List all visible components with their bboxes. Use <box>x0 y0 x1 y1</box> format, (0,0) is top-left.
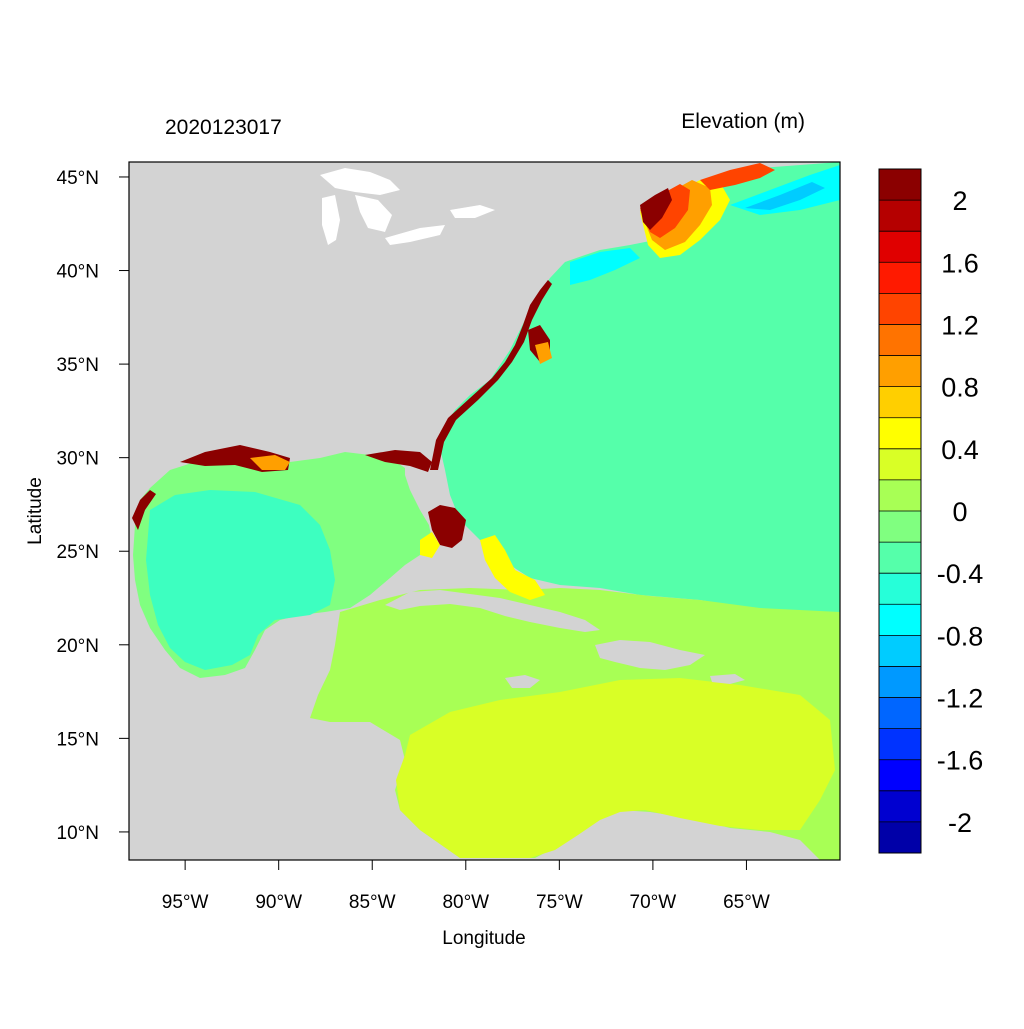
lake-ontario <box>450 205 495 218</box>
panhandle-surge <box>365 450 432 472</box>
texas-surge <box>132 490 156 530</box>
plot-frame <box>128 161 841 861</box>
colorbar-swatch <box>879 200 921 232</box>
colorbar-swatch <box>879 169 921 201</box>
x-tick-label: 95°W <box>162 892 209 913</box>
carolina-orange <box>535 342 552 364</box>
y-tick-label: 45°N <box>57 168 99 189</box>
lake-erie <box>385 225 445 245</box>
gulf-center <box>146 490 335 670</box>
y-tick-label: 20°N <box>57 636 99 657</box>
colorbar: 2 1.6 1.2 0.8 0.4 0 -0.4 -0.8 -1.2 -1.6 -2 <box>878 168 984 854</box>
colorbar-swatch <box>879 511 921 543</box>
mid-atlantic-cyan <box>570 248 640 285</box>
lake-michigan <box>322 195 340 245</box>
caribbean-south <box>396 678 835 858</box>
colorbar-swatch <box>879 604 921 636</box>
colorbar-label: 2 <box>952 186 967 216</box>
florida-west-yellow <box>420 532 440 558</box>
colorbar-label: 0.8 <box>941 373 979 403</box>
colorbar-swatch <box>879 728 921 761</box>
colorbar-swatch <box>879 573 921 605</box>
colorbar-label: -1.2 <box>937 684 984 714</box>
gulf-of-maine-core <box>640 188 672 230</box>
colorbar-swatch <box>879 231 921 263</box>
x-axis-ticks: 95°W 90°W 85°W 80°W 75°W 70°W 65°W <box>162 860 770 913</box>
maine-coast-band <box>700 163 775 190</box>
cuba <box>385 590 600 632</box>
colorbar-label: -0.4 <box>937 559 984 589</box>
colorbar-label: 0 <box>952 497 967 527</box>
x-tick-label: 75°W <box>536 892 583 913</box>
colorbar-label: -2 <box>948 808 972 838</box>
colorbar-swatch <box>879 324 921 357</box>
y-axis-ticks: 45°N 40°N 35°N 30°N 25°N 20°N 15°N 10°N <box>57 168 129 844</box>
puerto-rico <box>710 674 745 684</box>
bahamas-surge <box>480 535 545 600</box>
y-axis-label: Latitude <box>25 477 46 545</box>
colorbar-swatch <box>879 635 921 667</box>
colorbar-swatch <box>879 293 921 325</box>
florida-surge <box>428 505 466 548</box>
colorbar-swatch <box>879 666 921 699</box>
nova-scotia-negative <box>730 165 840 215</box>
jamaica <box>505 675 540 688</box>
y-tick-label: 40°N <box>57 262 99 283</box>
colorbar-swatch <box>879 542 921 574</box>
colorbar-swatch <box>879 448 921 481</box>
colorbar-frame <box>878 168 922 854</box>
atlantic-ocean <box>440 162 840 620</box>
map-area <box>129 162 840 860</box>
variable-title: Elevation (m) <box>681 110 805 133</box>
colorbar-swatch <box>879 262 921 294</box>
lake-huron <box>355 195 392 232</box>
x-tick-label: 70°W <box>630 892 677 913</box>
colorbar-swatch <box>879 417 921 450</box>
lake-superior <box>320 168 400 195</box>
louisiana-orange <box>250 455 290 470</box>
x-tick-label: 90°W <box>255 892 302 913</box>
colorbar-label: -0.8 <box>937 621 984 651</box>
hispaniola <box>595 640 705 670</box>
colorbar-label: 1.6 <box>941 248 979 278</box>
colorbar-swatch <box>879 790 921 823</box>
y-tick-label: 10°N <box>57 823 99 844</box>
colorbar-swatch <box>879 355 921 388</box>
x-tick-label: 65°W <box>723 892 770 913</box>
colorbar-swatch <box>879 759 921 792</box>
east-coast-surge <box>430 280 552 470</box>
x-axis-label: Longitude <box>442 928 525 949</box>
timestamp-title: 2020123017 <box>165 116 282 139</box>
nova-scotia-core <box>745 182 825 210</box>
y-tick-label: 25°N <box>57 542 99 563</box>
colorbar-swatch <box>879 697 921 730</box>
x-tick-label: 85°W <box>349 892 396 913</box>
colorbar-swatch <box>879 821 921 854</box>
colorbar-label: 1.2 <box>941 310 979 340</box>
colorbar-swatch <box>879 479 921 512</box>
x-tick-label: 80°W <box>442 892 489 913</box>
y-tick-label: 30°N <box>57 449 99 470</box>
colorbar-label: -1.6 <box>937 746 984 776</box>
y-tick-label: 15°N <box>57 729 99 750</box>
colorbar-swatch <box>879 386 921 419</box>
colorbar-label: 0.4 <box>941 435 979 465</box>
y-tick-label: 35°N <box>57 355 99 376</box>
